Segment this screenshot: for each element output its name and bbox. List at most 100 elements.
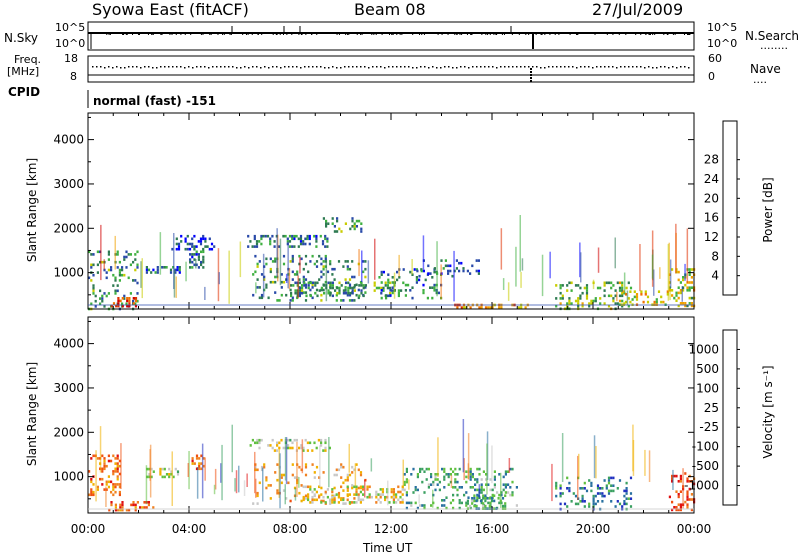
velocity-echo-cell bbox=[401, 501, 404, 504]
power-echo-streak bbox=[358, 249, 360, 277]
power-echo-cell bbox=[351, 299, 354, 302]
velocity-echo-cell bbox=[125, 508, 128, 512]
power-echo-cell bbox=[579, 294, 582, 298]
power-echo-cell bbox=[296, 296, 299, 300]
velocity-echo-streak bbox=[682, 468, 684, 509]
velocity-echo-cell bbox=[671, 474, 674, 478]
velocity-echo-cell bbox=[359, 501, 362, 504]
velocity-echo-cell bbox=[452, 499, 455, 502]
velocity-echo-cell bbox=[473, 494, 476, 497]
nave-dot bbox=[544, 67, 546, 69]
power-echo-cell bbox=[175, 237, 178, 241]
power-echo-cell bbox=[671, 268, 674, 271]
velocity-echo-cell bbox=[476, 467, 479, 471]
velocity-echo-cell bbox=[145, 506, 148, 509]
velocity-echo-cell bbox=[346, 485, 349, 489]
velocity-echo-cell bbox=[90, 480, 93, 484]
velocity-echo-cell bbox=[430, 473, 433, 476]
velocity-echo-streak bbox=[278, 447, 280, 498]
nave-dot bbox=[496, 67, 498, 69]
power-echo-streak bbox=[659, 267, 661, 279]
velocity-echo-cell bbox=[101, 483, 104, 486]
velocity-echo-cell bbox=[438, 488, 441, 492]
velocity-echo-cell bbox=[590, 489, 593, 493]
velocity-echo-cell bbox=[357, 498, 360, 502]
velocity-echo-cell bbox=[469, 470, 472, 473]
power-echo-cell bbox=[177, 247, 181, 251]
velocity-echo-cell bbox=[353, 485, 356, 489]
power-echo-cell bbox=[389, 286, 392, 290]
power-echo-cell bbox=[353, 222, 356, 225]
velocity-echo-cell bbox=[475, 504, 478, 508]
velocity-echo-cell bbox=[432, 483, 435, 486]
velocity-echo-cell bbox=[320, 441, 323, 445]
velocity-panel-frame bbox=[87, 316, 695, 514]
power-echo-cell bbox=[121, 273, 124, 277]
power-echo-cell bbox=[265, 262, 268, 266]
power-echo-cell bbox=[134, 297, 138, 300]
velocity-echo-cell bbox=[607, 479, 611, 482]
velocity-echo-streak bbox=[204, 457, 206, 481]
power-echo-cell bbox=[559, 302, 562, 305]
power-echo-cell bbox=[103, 305, 106, 308]
velocity-echo-cell bbox=[90, 488, 93, 491]
velocity-echo-cell bbox=[511, 493, 514, 497]
velocity-echo-cell bbox=[684, 500, 687, 504]
power-echo-cell bbox=[298, 286, 301, 290]
velocity-echo-cell bbox=[348, 493, 351, 496]
power-echo-cell bbox=[631, 298, 634, 301]
power-echo-cell bbox=[357, 288, 360, 292]
velocity-echo-cell bbox=[287, 446, 290, 450]
nave-dot bbox=[332, 66, 334, 68]
power-echo-cell bbox=[262, 234, 265, 238]
velocity-echo-cell bbox=[346, 478, 349, 482]
power-echo-cell bbox=[325, 219, 328, 223]
power-echo-cell bbox=[612, 284, 615, 287]
velocity-echo-cell bbox=[460, 501, 463, 505]
power-echo-cell bbox=[291, 237, 294, 241]
velocity-echo-cell bbox=[599, 487, 602, 490]
velocity-echo-cell bbox=[170, 470, 173, 473]
velocity-echo-cell bbox=[116, 467, 119, 471]
power-echo-cell bbox=[690, 276, 693, 279]
power-echo-cell bbox=[346, 267, 349, 271]
nave-dot bbox=[324, 67, 326, 69]
power-echo-cell bbox=[373, 289, 376, 292]
power-echo-cell bbox=[342, 265, 345, 268]
velocity-echo-cell bbox=[304, 497, 308, 500]
power-echo-cell bbox=[627, 281, 630, 285]
power-echo-cell bbox=[94, 305, 97, 308]
velocity-echo-cell bbox=[333, 486, 336, 490]
velocity-echo-cell bbox=[465, 501, 468, 505]
velocity-echo-cell bbox=[612, 484, 615, 487]
nave-dot bbox=[352, 66, 354, 68]
power-echo-cell bbox=[161, 266, 164, 269]
power-echo-cell bbox=[351, 286, 354, 290]
velocity-echo-streak bbox=[243, 480, 246, 496]
velocity-echo-cell bbox=[375, 495, 378, 499]
velocity-echo-cell bbox=[507, 483, 510, 486]
power-echo-cell bbox=[347, 289, 350, 292]
power-echo-cell bbox=[193, 253, 196, 256]
velocity-echo-cell bbox=[390, 490, 393, 494]
velocity-echo-cell bbox=[456, 473, 459, 476]
nave-dot bbox=[684, 66, 686, 68]
velocity-echo-cell bbox=[392, 488, 395, 491]
power-echo-cell bbox=[127, 276, 130, 280]
power-echo-cell bbox=[117, 299, 120, 303]
nave-dot bbox=[212, 66, 214, 68]
nave-dot bbox=[196, 66, 198, 68]
velocity-echo-cell bbox=[163, 475, 166, 479]
velocity-echo-cell bbox=[260, 465, 264, 469]
velocity-echo-cell bbox=[399, 490, 402, 494]
power-echo-cell bbox=[117, 302, 120, 305]
velocity-echo-cell bbox=[271, 446, 274, 450]
power-echo-cell bbox=[677, 286, 680, 289]
velocity-echo-cell bbox=[675, 490, 678, 493]
velocity-echo-cell bbox=[618, 479, 622, 482]
velocity-echo-cell bbox=[621, 505, 624, 508]
velocity-echo-cell bbox=[395, 493, 398, 496]
velocity-echo-cell bbox=[116, 454, 119, 458]
power-echo-cell bbox=[169, 268, 173, 272]
velocity-echo-cell bbox=[498, 493, 501, 497]
